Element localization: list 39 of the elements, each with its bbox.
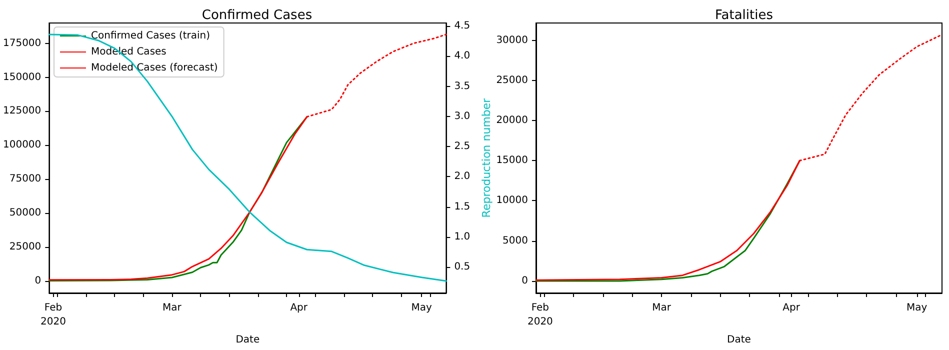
y2-axis-title: Reproduction number	[480, 98, 493, 218]
y2-tick-label: 4.0	[454, 50, 470, 62]
legend-label: Modeled Cases (forecast)	[91, 62, 218, 74]
x-axis-title: Date	[727, 334, 751, 346]
x-tick-label: May	[411, 302, 432, 314]
y2-tick-label: 4.5	[454, 20, 470, 32]
y2-tick-label: 3.5	[454, 80, 470, 92]
y-tick-label: 50000	[9, 207, 42, 218]
y-tick-label: 125000	[2, 106, 42, 117]
y-tick-label: 30000	[496, 34, 528, 46]
y2-tick-label: 1.0	[454, 231, 470, 242]
x-tick-label: May	[906, 302, 928, 314]
x-tick-label: Feb 2020	[40, 302, 66, 328]
y-tick-label: 75000	[9, 174, 42, 185]
y-tick-label: 10000	[496, 195, 528, 206]
y-tick-label: 25000	[9, 241, 42, 252]
y-tick-label: 150000	[2, 72, 42, 83]
y-tick-label: 0	[34, 275, 42, 286]
y2-tick-label: 2.5	[454, 141, 470, 152]
y-tick-label: 100000	[2, 140, 42, 151]
y-tick-label: 5000	[502, 235, 528, 246]
x-tick-label: Apr	[290, 302, 308, 314]
chart-title: Confirmed Cases	[202, 8, 312, 23]
x-tick-label: Feb 2020	[527, 302, 553, 328]
y-tick-label: 15000	[496, 155, 528, 166]
chart-title: Fatalities	[714, 8, 774, 23]
x-tick-label: Mar	[162, 302, 182, 314]
y-tick-label: 20000	[496, 114, 528, 126]
y-tick-label: 175000	[2, 38, 42, 49]
x-axis-title: Date	[236, 334, 260, 346]
legend-label: Confirmed Cases (train)	[91, 30, 210, 42]
x-tick-label: Apr	[782, 302, 801, 314]
y2-tick-label: 1.5	[454, 201, 470, 212]
y-tick-label: 25000	[496, 74, 528, 86]
x-tick-label: Mar	[652, 302, 672, 314]
y2-tick-label: 3.0	[454, 110, 470, 122]
y-tick-label: 0	[522, 275, 528, 286]
y2-tick-label: 0.5	[454, 262, 470, 273]
y2-tick-label: 2.0	[454, 171, 470, 182]
